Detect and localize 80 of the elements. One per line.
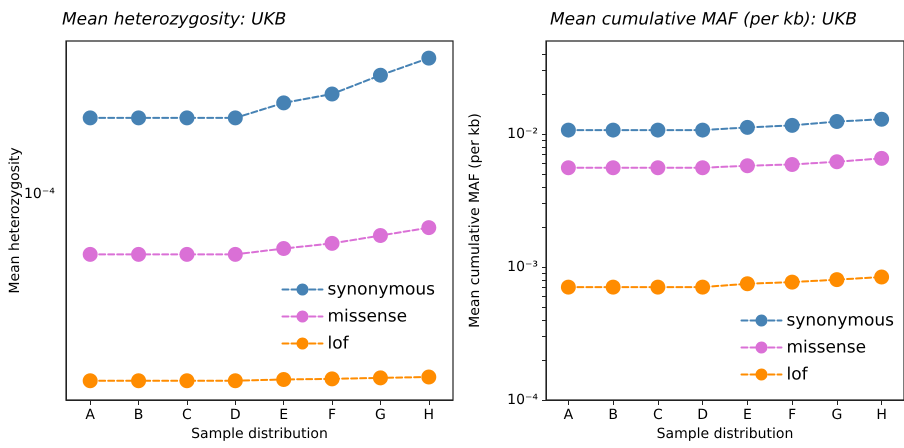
point — [874, 269, 890, 284]
x-tick-label: G — [831, 407, 842, 423]
x-tick-label: B — [134, 407, 144, 423]
point — [740, 120, 755, 135]
x-tick-label: C — [182, 407, 192, 423]
point — [606, 160, 621, 176]
y-tick-label: 10⁻³ — [507, 258, 538, 275]
point — [228, 110, 243, 126]
point — [695, 122, 710, 138]
point — [82, 110, 98, 126]
point — [606, 280, 621, 295]
point — [740, 158, 755, 174]
point — [179, 110, 194, 126]
point — [829, 114, 844, 130]
legend-label: missense — [786, 338, 866, 358]
y-axis-title: Mean heterozygosity — [7, 147, 23, 294]
point — [179, 246, 194, 262]
legend-label: lof — [786, 364, 809, 384]
point — [874, 150, 890, 166]
point — [560, 160, 576, 176]
x-tick-label: F — [328, 407, 336, 423]
point — [560, 122, 576, 138]
point — [276, 95, 292, 110]
point — [784, 274, 800, 290]
point — [324, 371, 340, 386]
x-tick-label: D — [697, 407, 708, 423]
point — [82, 373, 98, 388]
point — [276, 241, 292, 256]
point — [372, 370, 388, 386]
y-tick-label: 10⁻² — [507, 126, 538, 142]
legend-label: synonymous — [786, 310, 894, 330]
legend-label: missense — [327, 306, 408, 326]
point — [82, 246, 98, 262]
point — [421, 220, 436, 236]
point — [131, 246, 146, 262]
point — [228, 373, 243, 388]
point — [228, 246, 243, 262]
x-tick-label: G — [375, 407, 386, 423]
x-axis-title: Sample distribution — [191, 426, 328, 442]
point — [179, 373, 194, 388]
point — [606, 122, 621, 138]
point — [695, 160, 710, 176]
point — [695, 280, 710, 295]
chart-title: Mean heterozygosity: UKB — [62, 10, 286, 30]
x-tick-label: H — [876, 407, 887, 423]
x-tick-label: H — [424, 407, 434, 423]
point — [421, 50, 436, 66]
text: 10⁻⁴ — [24, 186, 56, 202]
point — [372, 228, 388, 244]
x-tick-label: A — [85, 407, 96, 423]
x-tick-label: D — [230, 407, 241, 423]
y-axis-title: Mean cumulative MAF (per kb) — [467, 113, 483, 328]
x-tick-label: C — [652, 407, 663, 423]
x-tick-label: E — [742, 407, 752, 423]
x-tick-label: A — [564, 407, 574, 423]
point — [276, 372, 292, 387]
x-axis-title: Sample distribution — [656, 426, 794, 442]
legend-label: lof — [327, 334, 350, 354]
point — [740, 276, 755, 292]
x-tick-label: E — [279, 407, 288, 423]
point — [650, 160, 666, 176]
point — [784, 156, 800, 172]
point — [829, 272, 844, 288]
point — [421, 369, 436, 384]
point — [784, 118, 800, 133]
point — [131, 373, 146, 388]
point — [324, 236, 340, 251]
y-tick-label: 10⁻⁴ — [507, 392, 538, 408]
point — [560, 280, 576, 295]
point — [829, 154, 844, 170]
legend-label: synonymous — [327, 280, 436, 300]
point — [650, 280, 666, 295]
point — [874, 112, 890, 127]
point — [650, 122, 666, 138]
x-tick-label: B — [608, 407, 618, 423]
chart-title: Mean cumulative MAF (per kb): UKB — [550, 10, 858, 30]
point — [131, 110, 146, 126]
point — [324, 86, 340, 102]
x-tick-label: F — [788, 407, 796, 423]
point — [372, 68, 388, 83]
